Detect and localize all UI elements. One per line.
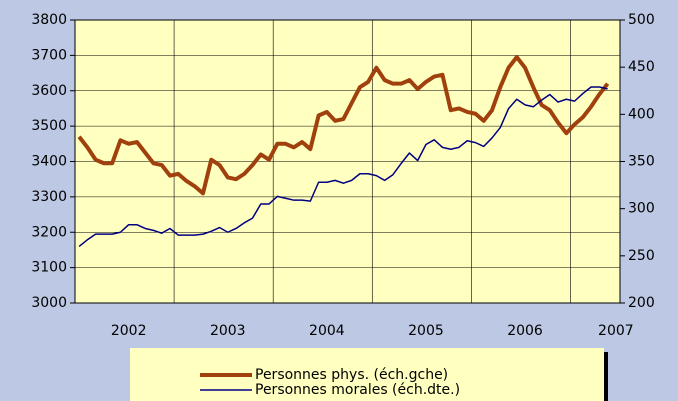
x-tick-label: 2002	[111, 323, 147, 339]
x-tick-label: 2005	[408, 323, 444, 339]
y-tick-label: 3400	[31, 154, 67, 170]
y-tick-label: 3800	[31, 12, 67, 28]
legend-label: Personnes morales (éch.dte.)	[255, 382, 460, 398]
legend-label: Personnes phys. (éch.gche)	[255, 367, 448, 383]
y-tick-label: 3600	[31, 83, 67, 99]
series-line	[77, 55, 610, 196]
y2-tick-label: 400	[628, 106, 655, 122]
y-tick-label: 3500	[31, 118, 67, 134]
y-tick-label: 3200	[31, 224, 67, 240]
y2-tick-label: 300	[628, 201, 655, 217]
y2-tick-label: 450	[628, 59, 655, 75]
series-line	[78, 86, 608, 247]
grid	[75, 19, 620, 304]
y-tick-label: 3000	[31, 295, 67, 311]
y2-tick-label: 250	[628, 248, 655, 264]
y-tick-label: 3300	[31, 189, 67, 205]
y2-tick-label: 350	[628, 154, 655, 170]
legend: Personnes phys. (éch.gche)Personnes mora…	[200, 367, 460, 398]
y2-tick-label: 200	[628, 295, 655, 311]
x-tick-label: 2003	[210, 323, 246, 339]
x-tick-label: 2006	[507, 323, 543, 339]
lines	[77, 55, 610, 247]
y-tick-label: 3100	[31, 260, 67, 276]
y2-tick-label: 500	[628, 12, 655, 28]
y-tick-label: 3700	[31, 47, 67, 63]
x-tick-label: 2007	[598, 323, 634, 339]
x-tick-label: 2004	[309, 323, 345, 339]
